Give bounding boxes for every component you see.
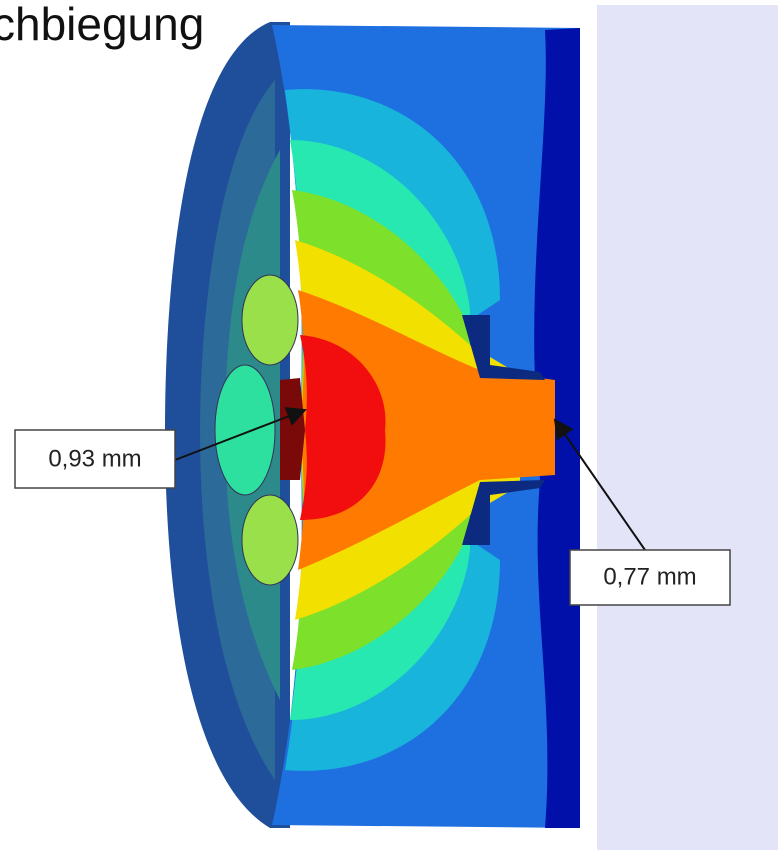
fea-figure: chbiegung 0,93 mm 0,77 mm xyxy=(0,0,778,850)
annotation-label: 0,93 mm xyxy=(48,445,141,472)
page-title: chbiegung xyxy=(0,0,204,50)
side-panel xyxy=(597,5,778,850)
annotation-label: 0,77 mm xyxy=(603,563,696,590)
fea-model xyxy=(165,22,580,828)
page: chbiegung 0,93 mm 0,77 mm xyxy=(0,0,778,850)
